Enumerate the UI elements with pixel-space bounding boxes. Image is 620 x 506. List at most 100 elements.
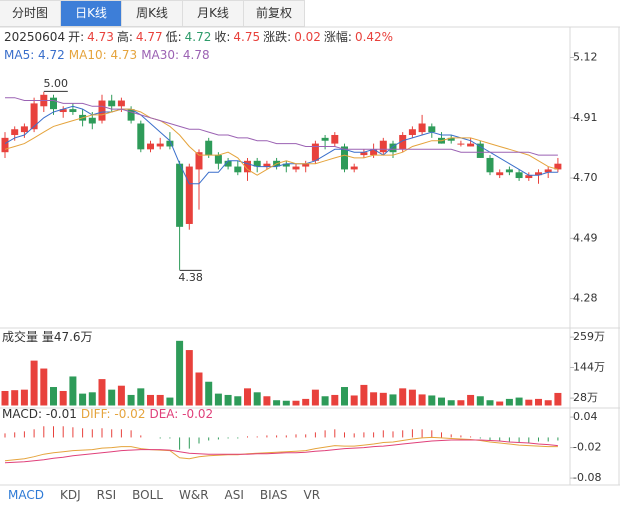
candle-body [515, 172, 523, 179]
candle-body [486, 157, 494, 173]
volume-bar [1, 390, 9, 406]
volume-bar [379, 392, 387, 406]
macd-legend-item: DEA: -0.02 [149, 407, 214, 421]
volume-bar [79, 393, 87, 406]
volume-bar [282, 400, 290, 406]
candle-body [467, 143, 475, 147]
candle-body [544, 169, 552, 173]
candle-body [137, 123, 145, 150]
volume-bar [127, 394, 135, 406]
volume-bar [234, 396, 242, 406]
info-value: 4.72 [184, 30, 212, 44]
candle-body [69, 109, 77, 113]
volume-bar [370, 392, 378, 406]
info-label: 低: [165, 30, 182, 44]
volume-bar [535, 398, 542, 406]
candle-body [321, 137, 329, 141]
volume-bar [341, 387, 348, 406]
volume-bar [214, 393, 222, 406]
volume-bar [302, 398, 310, 406]
candle-body [496, 172, 504, 176]
y-tick-label: 4.91 [573, 111, 598, 124]
candle-body [176, 163, 184, 227]
candle-body [428, 126, 436, 133]
volume-bar [350, 395, 358, 406]
y-tick-label: 4.28 [573, 292, 598, 305]
volume-bar [195, 372, 203, 406]
indicator-tab[interactable]: VR [303, 488, 321, 502]
period-tab[interactable]: 分时图 [0, 0, 61, 27]
indicator-tab[interactable]: ASI [224, 488, 244, 502]
volume-bar [50, 387, 57, 406]
candle-body [253, 160, 261, 167]
indicator-tab[interactable]: BIAS [259, 488, 288, 502]
high-label: 5.00 [44, 77, 69, 90]
indicator-tab[interactable]: MACD [8, 488, 44, 502]
y-tick-label: 4.49 [573, 231, 598, 244]
y-tick-label: 5.12 [573, 50, 598, 63]
volume-bar [311, 389, 319, 406]
y-tick-label: 4.70 [573, 171, 598, 184]
volume-bar [554, 392, 562, 406]
info-value: 0.42% [354, 30, 394, 44]
volume-bar [69, 376, 77, 406]
info-label: 开: [68, 30, 85, 44]
candle-body [350, 166, 358, 170]
info-value: 0.02 [294, 30, 321, 44]
quote-info: 20250604 开: 4.73 高: 4.77 低: 4.72 收: 4.75 涨跌: 0.02 涨… [4, 28, 396, 45]
indicator-tab[interactable]: RSI [96, 488, 117, 502]
candle-body [282, 163, 290, 167]
candle-body [195, 152, 203, 170]
volume-bar [108, 389, 116, 406]
candle-body [108, 100, 116, 107]
macd-legend-item: DIFF: -0.02 [80, 407, 146, 421]
ma-line [4, 108, 559, 176]
indicator-tab[interactable]: KDJ [59, 488, 81, 502]
volume-bar [30, 360, 38, 406]
period-tab[interactable]: 周K线 [122, 0, 183, 27]
candle-body [341, 146, 348, 170]
candle-body [418, 123, 426, 133]
macd-legend: MACD: -0.01 DIFF: -0.02 DEA: -0.02 [2, 407, 217, 421]
ma-legend-item: MA30: 4.78 [141, 48, 210, 62]
candle-body [505, 169, 513, 173]
candle-body [1, 137, 9, 153]
y-tick-label: 144万 [573, 360, 605, 373]
candle-body [311, 143, 319, 161]
y-tick-label: -0.08 [573, 471, 601, 484]
volume-bar [20, 389, 28, 406]
volume-bar [525, 399, 533, 406]
candle-body [408, 129, 416, 135]
candle-body [117, 100, 125, 107]
volume-bar [156, 394, 164, 406]
volume-bar [467, 394, 475, 406]
volume-bar [515, 397, 523, 406]
volume-bar [147, 394, 154, 406]
volume-bar [505, 398, 513, 406]
y-tick-label: 0.04 [573, 410, 598, 423]
volume-bar [40, 368, 48, 406]
candle-body [20, 126, 28, 133]
info-value: 4.73 [87, 30, 114, 44]
low-label: 4.38 [178, 271, 203, 284]
candle-body [166, 140, 174, 147]
period-tab[interactable]: 日K线 [61, 0, 122, 27]
y-tick-label: 259万 [573, 330, 605, 343]
ma-legend-item: MA5: 4.72 [4, 48, 65, 62]
candle-body [476, 143, 484, 158]
candle-body [457, 143, 465, 145]
candle-body [185, 166, 193, 224]
candle-body [399, 134, 407, 150]
candle-body [389, 143, 397, 153]
candle-body [214, 155, 222, 164]
period-tab[interactable]: 月K线 [183, 0, 244, 27]
period-tab[interactable]: 前复权 [244, 0, 305, 27]
candle-body [292, 166, 300, 170]
volume-bar [399, 388, 407, 406]
volume-bar [476, 396, 484, 406]
y-tick-label: 28万 [573, 391, 598, 404]
candle-body [554, 163, 562, 170]
indicator-tab[interactable]: BOLL [132, 488, 163, 502]
indicator-tab[interactable]: W&R [178, 488, 209, 502]
volume-bar [11, 390, 19, 406]
